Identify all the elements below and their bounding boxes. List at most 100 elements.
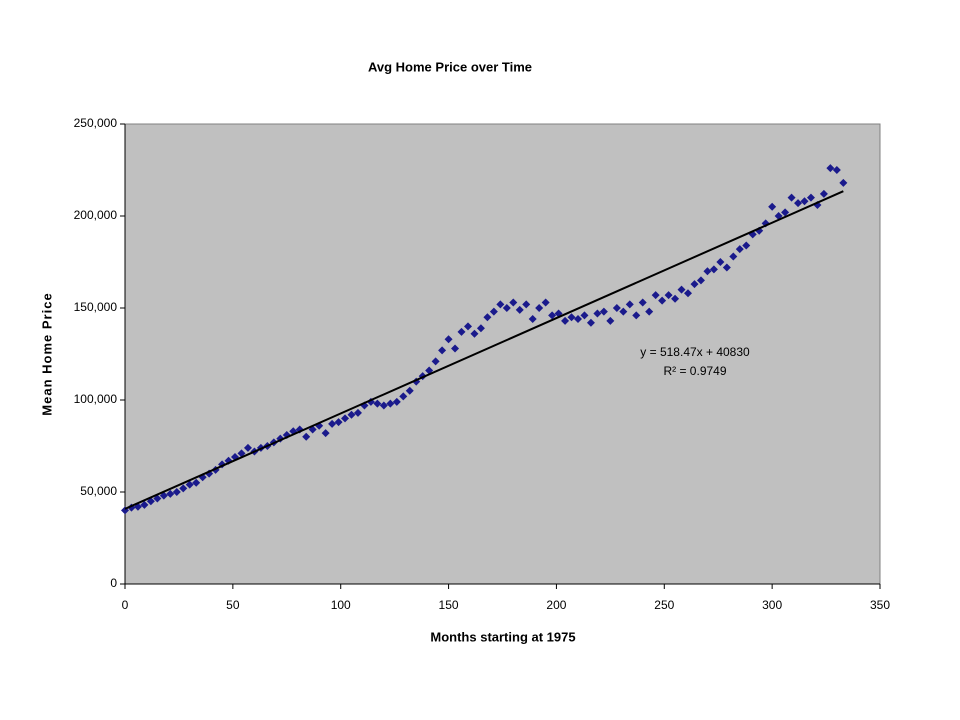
data-point	[457, 327, 466, 336]
data-point	[535, 304, 544, 312]
data-point	[392, 397, 401, 406]
data-point	[664, 291, 673, 300]
data-point	[347, 410, 356, 419]
x-tick-label: 200	[546, 598, 566, 612]
data-point	[172, 488, 181, 496]
data-point	[541, 298, 550, 307]
data-point	[677, 285, 686, 294]
data-point	[832, 166, 841, 174]
data-point	[237, 449, 246, 458]
data-point	[826, 164, 835, 173]
data-point	[502, 304, 511, 312]
data-point	[658, 296, 667, 305]
data-point	[800, 197, 809, 206]
data-point	[243, 443, 252, 452]
data-point	[522, 300, 531, 309]
data-point	[794, 199, 803, 208]
y-tick-label: 0	[110, 576, 117, 590]
plot-area	[124, 123, 881, 585]
data-point	[696, 276, 705, 285]
y-axis-label: Mean Home Price	[39, 292, 54, 415]
data-point	[839, 178, 848, 187]
data-point	[373, 399, 382, 408]
data-point	[334, 418, 343, 427]
x-tick-label: 350	[870, 598, 890, 612]
data-point	[781, 208, 790, 217]
data-point	[612, 304, 621, 312]
data-point	[742, 241, 751, 250]
data-point	[690, 280, 699, 289]
data-point	[179, 484, 188, 493]
data-point	[574, 315, 582, 324]
data-point	[709, 265, 718, 274]
data-point	[496, 300, 505, 309]
data-point	[593, 309, 602, 318]
data-point	[599, 307, 608, 316]
data-point	[638, 298, 647, 307]
x-tick-label: 0	[122, 598, 129, 612]
data-point	[632, 311, 641, 320]
annotation: y = 518.47x + 40830	[640, 345, 750, 359]
y-tick-label: 50,000	[80, 484, 117, 498]
x-tick-label: 100	[331, 598, 351, 612]
data-point	[819, 189, 828, 198]
y-tick-label: 250,000	[74, 116, 118, 130]
data-point	[302, 432, 311, 441]
data-point	[768, 202, 777, 211]
data-point	[561, 316, 570, 325]
data-point	[431, 357, 440, 366]
data-point	[671, 294, 680, 303]
x-tick-label: 250	[654, 598, 674, 612]
data-point	[567, 313, 576, 322]
data-point	[166, 489, 175, 498]
x-axis-label: Months starting at 1975	[430, 629, 575, 644]
y-tick-label: 100,000	[74, 392, 118, 406]
data-point	[463, 322, 472, 331]
data-point	[470, 329, 479, 338]
data-point	[684, 289, 693, 298]
data-point	[787, 193, 796, 202]
data-point	[476, 324, 485, 333]
data-point	[651, 291, 660, 300]
data-point	[729, 252, 738, 261]
data-point	[386, 399, 395, 408]
data-point	[716, 258, 725, 266]
data-point	[722, 263, 731, 272]
y-tick-label: 150,000	[74, 300, 118, 314]
data-point	[619, 307, 628, 316]
data-point	[438, 346, 447, 355]
data-point	[353, 408, 362, 417]
data-point	[806, 193, 815, 202]
data-point	[645, 307, 654, 316]
data-point	[185, 480, 194, 489]
data-point	[606, 316, 615, 325]
data-point	[483, 313, 492, 322]
data-point	[405, 386, 414, 395]
x-tick-label: 150	[439, 598, 459, 612]
data-point	[399, 392, 408, 401]
data-point	[159, 491, 168, 500]
data-point	[328, 419, 337, 428]
y-tick-label: 200,000	[74, 208, 118, 222]
data-point	[192, 478, 201, 487]
data-point	[735, 245, 744, 254]
annotation: R² = 0.9749	[663, 364, 726, 378]
data-point	[586, 318, 595, 327]
data-point	[580, 311, 589, 320]
data-point	[489, 307, 498, 316]
data-point	[515, 305, 524, 314]
data-point	[509, 298, 518, 307]
x-tick-label: 300	[762, 598, 782, 612]
chart-title: Avg Home Price over Time	[368, 59, 532, 74]
data-point	[379, 401, 388, 410]
data-point	[341, 414, 350, 423]
data-point	[625, 300, 634, 309]
data-point	[703, 267, 712, 276]
data-point	[321, 429, 330, 438]
data-point	[528, 315, 537, 324]
x-tick-label: 50	[226, 598, 240, 612]
data-point	[548, 311, 557, 320]
data-point	[451, 344, 460, 353]
trendline	[124, 190, 844, 510]
